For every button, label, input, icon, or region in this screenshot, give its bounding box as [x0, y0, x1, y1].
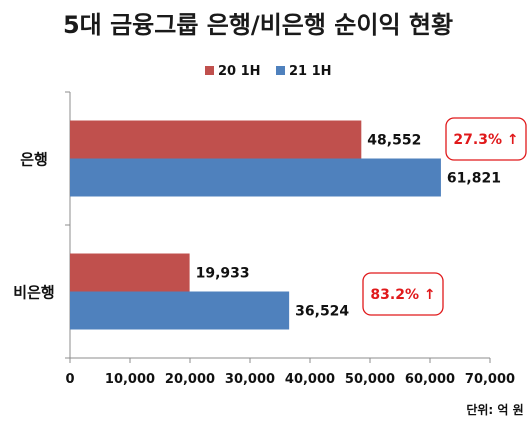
data-label: 36,524: [295, 304, 349, 320]
chart-title: 5대 금융그룹 은행/비은행 순이익 현황: [63, 11, 453, 39]
x-tick-label: 40,000: [285, 372, 335, 387]
x-tick-label: 70,000: [465, 372, 515, 387]
bars: [70, 120, 441, 330]
callout-nonbank: 83.2% ↑: [362, 272, 444, 316]
y-axis-ticks: [65, 91, 70, 359]
x-axis-ticks: 0 10,000 20,000 30,000 40,000 50,000 60,000 70,…: [65, 358, 515, 387]
data-labels: 48,552 61,821 19,933 36,524: [196, 133, 501, 320]
legend: 20 1H 21 1H: [205, 64, 332, 79]
x-tick-label: 50,000: [345, 372, 395, 387]
callout-text-nonbank: 83.2% ↑: [370, 287, 435, 303]
bar-1-1: [70, 120, 362, 159]
legend-label-2: 21 1H: [289, 64, 332, 79]
x-tick-label: 10,000: [105, 372, 155, 387]
legend-swatch-1: [205, 66, 214, 75]
x-tick-label: 60,000: [405, 372, 455, 387]
data-label: 19,933: [196, 266, 250, 282]
bar-2-2: [70, 291, 290, 330]
legend-swatch-2: [276, 66, 285, 75]
unit-note: 단위: 억 원: [466, 402, 523, 417]
callout-box-nonbank: [362, 272, 444, 316]
legend-label-1: 20 1H: [218, 64, 261, 79]
bar-1-2: [70, 253, 190, 292]
callout-text-bank: 27.3% ↑: [453, 132, 518, 148]
x-tick-label: 30,000: [225, 372, 275, 387]
data-label: 48,552: [367, 133, 421, 149]
bar-2-1: [70, 158, 441, 197]
x-tick-label: 20,000: [165, 372, 215, 387]
data-label: 61,821: [447, 171, 501, 187]
callout-box-bank: [445, 117, 527, 161]
callout-bank: 27.3% ↑: [445, 117, 527, 161]
category-label: 비은행: [13, 284, 54, 302]
x-tick-label: 0: [65, 372, 74, 387]
category-label: 은행: [20, 151, 48, 169]
